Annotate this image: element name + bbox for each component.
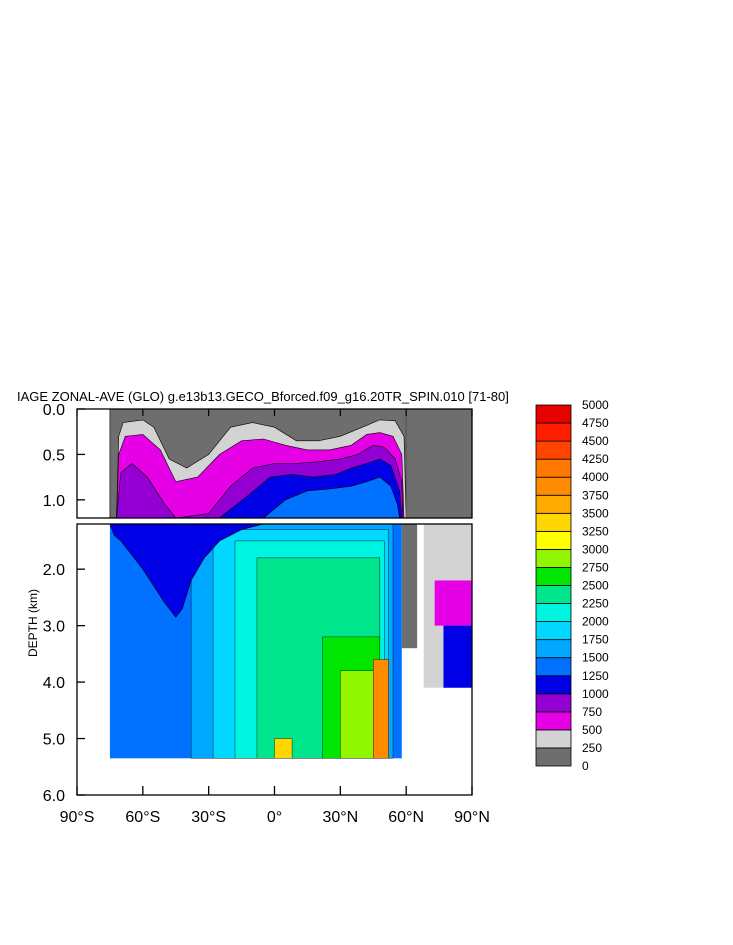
lower-y-label-3: 5.0 bbox=[43, 732, 65, 749]
colorbar-box-4 bbox=[535, 675, 572, 695]
upper-y-label-1: 0.5 bbox=[43, 447, 65, 464]
colorbar-label-16: 4000 bbox=[582, 470, 609, 484]
upper-y-label-2: 1.0 bbox=[43, 493, 65, 510]
colorbar-box-1 bbox=[535, 729, 572, 749]
lower-panel bbox=[76, 523, 473, 796]
colorbar-label-13: 3250 bbox=[582, 524, 609, 538]
colorbar-box-11 bbox=[535, 549, 572, 568]
y-axis-ticks: 0.0 0.5 1.0 2.0 3.0 4.0 5.0 6.0 bbox=[43, 402, 85, 805]
colorbar-box-0 bbox=[535, 747, 572, 767]
x-tick-label-3: 0° bbox=[267, 809, 282, 826]
colorbar-box-12 bbox=[535, 530, 572, 550]
colorbar-label-10: 2500 bbox=[582, 579, 609, 593]
x-tick-label-1: 60°S bbox=[125, 809, 160, 826]
colorbar-box-2 bbox=[535, 711, 572, 731]
x-tick-label-4: 30°N bbox=[322, 809, 358, 826]
colorbar-label-3: 750 bbox=[582, 705, 602, 719]
deep-arctic-blue bbox=[443, 625, 472, 688]
deep-band-7 bbox=[373, 659, 389, 759]
colorbar-box-9 bbox=[535, 585, 572, 604]
colorbar-box-19 bbox=[535, 404, 572, 424]
colorbar-label-17: 4250 bbox=[582, 452, 609, 466]
x-tick-label-6: 90°N bbox=[454, 809, 490, 826]
colorbar-label-20: 5000 bbox=[582, 398, 609, 412]
x-axis-ticks: 90°S 60°S 30°S 0° 30°N 60°N 90°N bbox=[60, 409, 490, 826]
lower-y-label-2: 4.0 bbox=[43, 675, 65, 692]
colorbar-label-9: 2250 bbox=[582, 597, 609, 611]
upper-arctic-mask bbox=[406, 409, 472, 518]
lower-y-label-4: 6.0 bbox=[43, 788, 65, 805]
colorbar-label-14: 3500 bbox=[582, 506, 609, 520]
colorbar-label-2: 500 bbox=[582, 723, 602, 737]
chart-title: IAGE ZONAL-AVE (GLO) g.e13b13.GECO_Bforc… bbox=[17, 389, 509, 404]
deep-arctic-mag bbox=[434, 580, 472, 626]
x-tick-label-5: 60°N bbox=[388, 809, 424, 826]
colorbar-box-10 bbox=[535, 567, 572, 586]
colorbar-box-8 bbox=[535, 603, 572, 622]
deep-band-6 bbox=[274, 738, 293, 759]
colorbar-label-19: 4750 bbox=[582, 416, 609, 430]
colorbar-box-3 bbox=[535, 693, 572, 713]
x-tick-label-0: 90°S bbox=[60, 809, 95, 826]
colorbar-box-7 bbox=[535, 621, 572, 641]
upper-panel bbox=[76, 408, 473, 519]
upper-y-label-0: 0.0 bbox=[43, 402, 65, 419]
colorbar-box-16 bbox=[535, 458, 572, 478]
colorbar-box-15 bbox=[535, 476, 572, 496]
colorbar-label-7: 1750 bbox=[582, 633, 609, 647]
colorbar-label-12: 3000 bbox=[582, 542, 609, 556]
colorbar-box-17 bbox=[535, 440, 572, 460]
colorbar-label-18: 4500 bbox=[582, 434, 609, 448]
colorbar-label-4: 1000 bbox=[582, 687, 609, 701]
colorbar-label-11: 2750 bbox=[582, 560, 609, 574]
colorbar-label-5: 1250 bbox=[582, 669, 609, 683]
colorbar: 0 250 500 750 1000 1250 1500 1750 2000 2250 2500 27… bbox=[535, 398, 609, 773]
colorbar-label-6: 1500 bbox=[582, 651, 609, 665]
upper-contour-5 bbox=[262, 476, 400, 519]
deep-band-5 bbox=[340, 670, 376, 759]
colorbar-box-18 bbox=[535, 422, 572, 442]
colorbar-box-14 bbox=[535, 494, 572, 514]
colorbar-label-8: 2000 bbox=[582, 615, 609, 629]
colorbar-box-6 bbox=[535, 639, 572, 659]
colorbar-box-5 bbox=[535, 657, 572, 677]
x-tick-label-2: 30°S bbox=[191, 809, 226, 826]
lower-y-label-0: 2.0 bbox=[43, 562, 65, 579]
colorbar-label-1: 250 bbox=[582, 741, 602, 755]
deep-arctic-gray bbox=[401, 524, 418, 649]
colorbar-label-0: 0 bbox=[582, 759, 589, 773]
y-axis-label: DEPTH (km) bbox=[26, 589, 40, 657]
colorbar-label-15: 3750 bbox=[582, 488, 609, 502]
lower-y-label-1: 3.0 bbox=[43, 619, 65, 636]
colorbar-box-13 bbox=[535, 512, 572, 532]
deep-contour-1 bbox=[109, 523, 264, 618]
